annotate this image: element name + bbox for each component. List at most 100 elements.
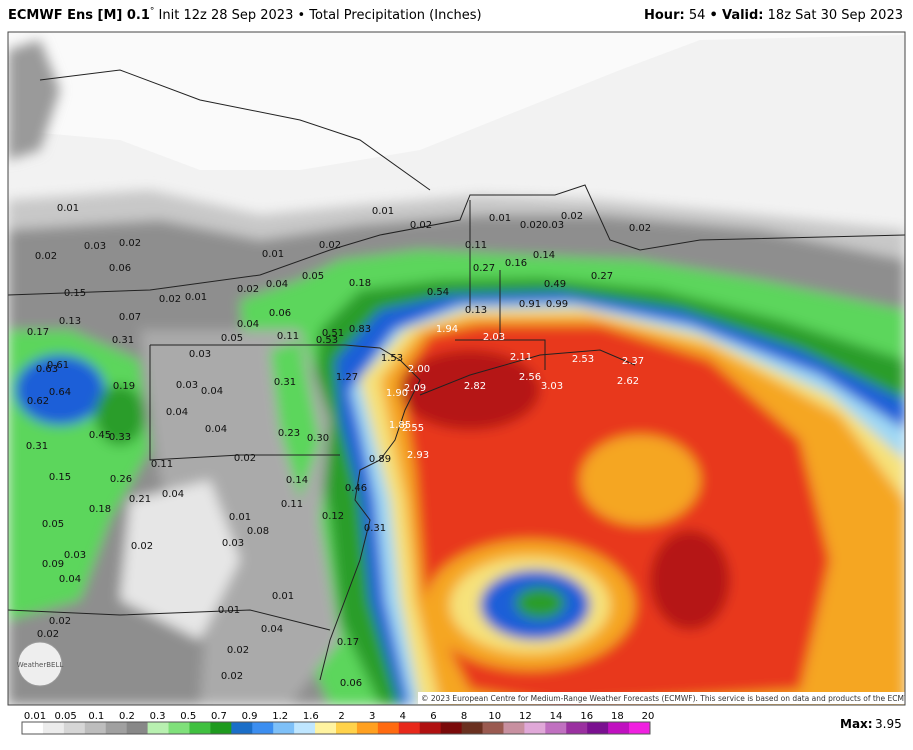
precip-label: 0.05 [302,271,324,282]
colorbar-frame [21,721,651,735]
model: ECMWF Ens [M] 0.1 [8,8,150,23]
colorbar-swatch [63,722,86,734]
precip-label: 1.90 [386,388,408,399]
colorbar-swatch [126,722,149,734]
precip-label: 0.02 [119,238,141,249]
colorbar-swatch [482,722,504,734]
colorbar-swatch [545,722,567,734]
colorbar-tick-label: 0.5 [180,711,196,722]
colorbar-swatch [377,722,400,734]
precip-label: 0.03 [176,380,198,391]
precip-label: 0.26 [110,474,132,485]
precip-label: 0.11 [465,240,487,251]
precip-label: 0.83 [349,324,371,335]
colorbar-swatch [84,722,107,734]
copyright: © 2023 European Centre for Medium-Range … [421,694,913,703]
colorbar-tick-label: 0.05 [55,711,77,722]
colorbar-tick-label: 12 [519,711,532,722]
precip-label: 0.02 [159,294,181,305]
precip-label: 0.06 [340,678,362,689]
init: Init 12z 28 Sep 2023 [158,8,294,23]
colorbar-swatch [587,722,609,734]
precip-label: 0.04 [266,279,288,290]
precip-label: 0.01 [272,591,294,602]
precip-label: 0.53 [316,335,338,346]
map-field: 0.010.03 0.020.020.060.150.130.170.070.31… [8,32,913,705]
precip-label: 0.19 [113,381,135,392]
precip-label: 0.01 [229,512,251,523]
precip-label: 0.04 [59,574,81,585]
precip-label: 0.02 [49,616,71,627]
header-right: Hour: 54 • Valid: 18z Sat 30 Sep 2023 [644,0,903,32]
colorbar-tick-label: 0.9 [242,711,258,722]
precip-label: 0.03 [189,349,211,360]
separator: • [709,8,718,23]
precip-label: 0.31 [26,441,48,452]
precip-label: 0.04 [162,489,184,500]
precip-label: 2.37 [622,356,644,367]
precip-label: 0.02 [319,240,341,251]
precip-label: 0.02 [35,251,57,262]
precip-shading [8,40,905,705]
precip-label: 0.21 [129,494,151,505]
precip-label: 0.33 [109,432,131,443]
colorbar-swatch [356,722,379,734]
precip-label: 0.14 [533,250,555,261]
colorbar-swatch [42,722,65,734]
colorbar-swatch [147,722,170,734]
boundaries [8,69,905,681]
precip-label: 2.11 [510,352,532,363]
precip-label: 0.03 [222,538,244,549]
colorbar-swatch [440,722,463,734]
precip-label: 0.61 [47,360,69,371]
precip-label: 0.02 [561,211,583,222]
colorbar-tick-label: 8 [461,711,467,722]
precip-label: 0.02 [237,284,259,295]
precip-label: 0.11 [277,331,299,342]
colorbar-swatch [273,722,295,734]
colorbar-swatch [189,722,211,734]
colorbar-swatch [398,722,421,734]
precip-label: 0.54 [427,287,449,298]
precip-label: 0.11 [281,499,303,510]
valid-label: Valid: [721,8,764,23]
precip-label: 0.62 [27,396,49,407]
header-left: ECMWF Ens [M] 0.1° Init 12z 28 Sep 2023 … [8,0,482,32]
precip-label: 2.09 [404,383,426,394]
precip-label: 0.89 [369,454,391,465]
precip-label: 0.01 [489,213,511,224]
degree: ° [149,6,155,17]
precip-label: 1.85 [389,420,411,431]
precip-label: 0.02 [221,671,243,682]
colorbar: 0.01 0.05 0.1 0.2 0.3 0.5 0.7 0.9 1.2 1.6 2 3 4 6 8 10 1… [21,711,654,735]
colorbar-tick-label: 0.01 [24,711,46,722]
precip-label: 0.04 [237,319,259,330]
field: Total Precipitation (Inches) [309,8,482,23]
precip-label: 0.09 [42,559,64,570]
precip-label: 0.30 [307,433,329,444]
precip-label: 0.04 [261,624,283,635]
colorbar-swatch [461,722,484,734]
colorbar-tick-label: 0.3 [150,711,166,722]
precip-label: 0.06 [269,308,291,319]
valid: 18z Sat 30 Sep 2023 [767,8,903,23]
colorbar-tick-label: 16 [580,711,593,722]
colorbar-swatch [210,722,232,734]
colorbar-tick-label: 6 [430,711,436,722]
precip-label: 0.17 [27,327,49,338]
precip-label: 0.02 [629,223,651,234]
precip-label: 0.04 [166,407,188,418]
hour: 54 [688,8,706,23]
colorbar-swatch [168,722,190,734]
precip-label: 0.04 [201,386,223,397]
precip-label: 0.13 [59,316,81,327]
precip-label: 0.18 [349,278,371,289]
colorbar-swatch [608,722,630,734]
precip-label: 0.07 [119,312,141,323]
precip-label: 0.01 [57,203,79,214]
precip-label: 0.49 [544,279,566,290]
precip-label: 0.01 [218,605,240,616]
precip-label: 0.45 [89,430,111,441]
